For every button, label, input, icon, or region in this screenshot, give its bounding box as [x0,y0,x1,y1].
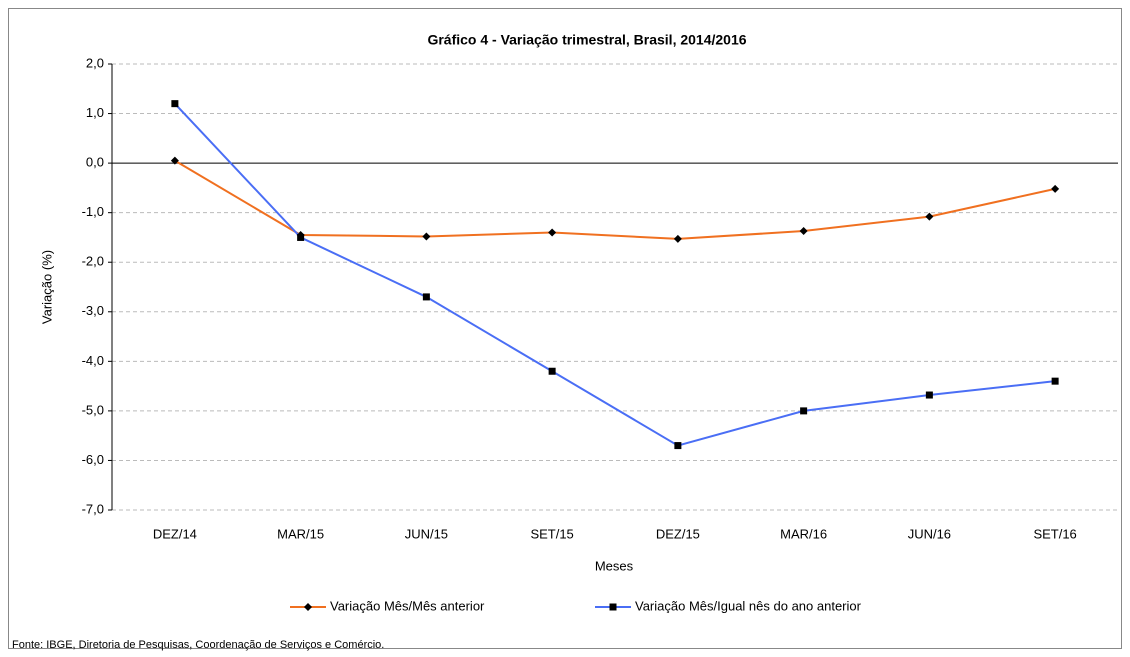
x-tick-label: JUN/16 [908,526,951,541]
chart-title: Gráfico 4 - Variação trimestral, Brasil,… [427,32,746,48]
point [422,232,431,241]
point [1051,377,1059,385]
legend-label: Variação Mês/Mês anterior [330,598,485,613]
y-tick-label: -5,0 [82,402,104,417]
y-tick-label: -1,0 [82,204,104,219]
y-tick-label: -2,0 [82,254,104,269]
y-tick-label: 2,0 [86,55,104,70]
x-tick-label: SET/15 [530,526,573,541]
point [673,234,682,243]
source-note: Fonte: IBGE, Diretoria de Pesquisas, Coo… [12,639,384,651]
point [297,233,305,241]
x-tick-label: DEZ/15 [656,526,700,541]
y-tick-label: -3,0 [82,303,104,318]
y-axis-label: Variação (%) [39,250,54,324]
x-tick-label: SET/16 [1033,526,1076,541]
series-line [174,159,1056,240]
point [548,228,557,237]
chart-border [8,8,1122,649]
series-line [174,102,1056,447]
x-tick-label: DEZ/14 [153,526,197,541]
y-tick-label: -6,0 [82,452,104,467]
point [170,156,179,165]
point [171,100,179,108]
point [800,407,808,415]
point [799,227,808,236]
point [674,442,682,450]
x-tick-label: MAR/15 [277,526,324,541]
point [1051,184,1060,193]
legend-label: Variação Mês/Igual nês do ano anterior [635,598,862,613]
y-tick-label: 1,0 [86,105,104,120]
point [925,391,933,399]
y-tick-label: -4,0 [82,353,104,368]
x-tick-label: MAR/16 [780,526,827,541]
y-tick-label: 0,0 [86,155,104,170]
point [925,212,934,221]
point [609,603,617,611]
point [304,603,312,611]
point [548,367,556,375]
x-axis-label: Meses [595,558,634,573]
x-tick-label: JUN/15 [405,526,448,541]
y-tick-label: -7,0 [82,501,104,516]
point [422,293,430,301]
